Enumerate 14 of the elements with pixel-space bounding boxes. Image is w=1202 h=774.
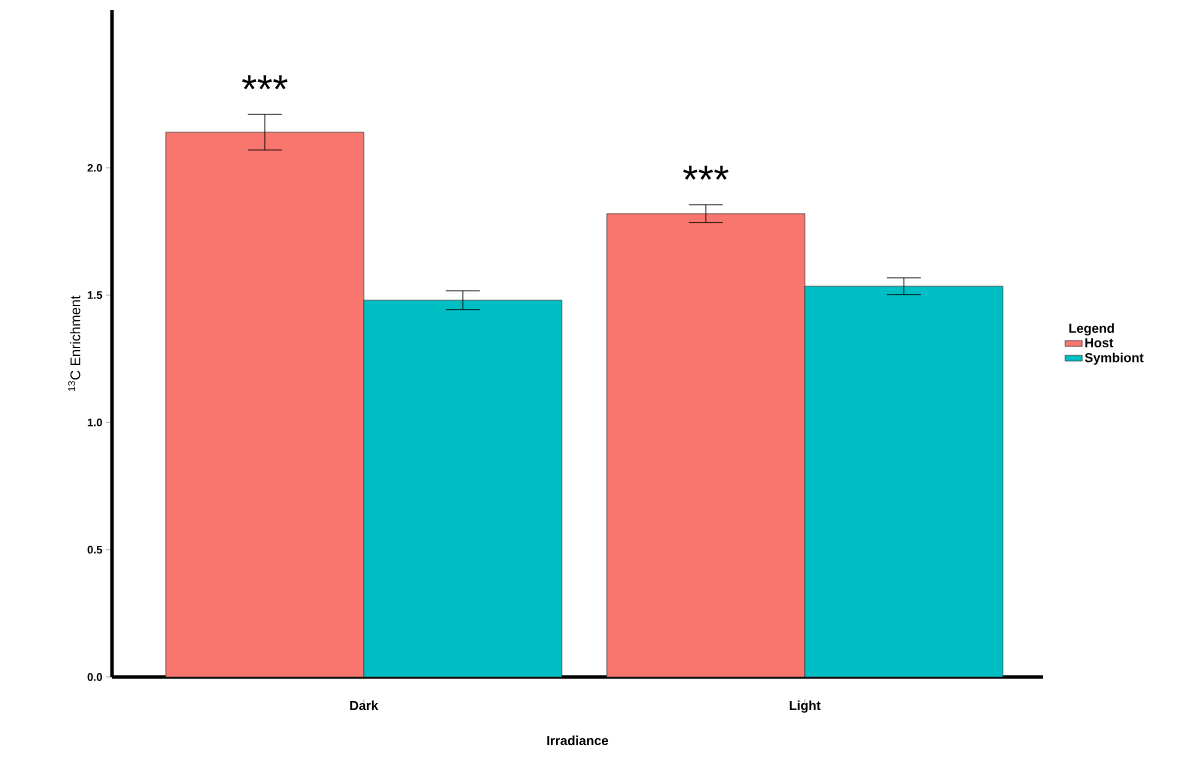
legend-label: Symbiont [1084, 352, 1144, 365]
annotation: *** [242, 75, 288, 90]
y-tick-label: 1.5 [87, 291, 103, 299]
y-axis-title: $^{13}$C Enrichment [68, 295, 81, 391]
y-tick-label: 1.0 [87, 418, 103, 427]
x-tick-label: Light [789, 700, 821, 713]
y-tick-label: 0.5 [87, 545, 103, 554]
legend-label: Host [1085, 338, 1114, 348]
y-tick-label: 2.0 [87, 163, 103, 172]
legend-title: Legend [1069, 323, 1114, 336]
x-axis-title: Irradiance [547, 735, 609, 746]
y-tick-label: 0.0 [87, 673, 103, 681]
x-tick-label: Dark [350, 700, 379, 711]
annotation: *** [683, 165, 729, 180]
